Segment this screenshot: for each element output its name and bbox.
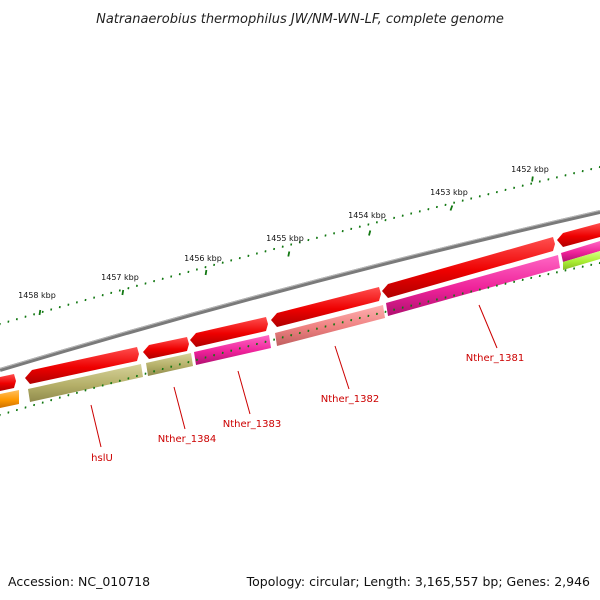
leader-line (173, 386, 186, 430)
gene-feature-magenta-edge[interactable] (561, 241, 600, 262)
accession-text: Accession: NC_010718 (8, 574, 150, 589)
gene-label-nther-1384[interactable]: Nther_1384 (158, 434, 216, 445)
scale-tick-label: 1452 kbp (511, 165, 549, 174)
gene-label-nther-1382[interactable]: Nther_1382 (321, 394, 379, 405)
gene-feature-orange[interactable] (0, 390, 19, 408)
gene-leader-lines (90, 304, 498, 448)
forward-cds-track (0, 223, 600, 391)
topology-text: Topology: circular; Length: 3,165,557 bp… (246, 574, 590, 589)
forward-cds[interactable] (143, 337, 189, 359)
gene-label-nther-1383[interactable]: Nther_1383 (223, 419, 281, 430)
scale-tick (38, 309, 42, 316)
outer-scale-ticks: 1452 kbp 1453 kbp 1454 kbp 1455 kbp 1456… (18, 165, 549, 316)
scale-tick-label: 1458 kbp (18, 291, 56, 300)
scale-tick (531, 176, 534, 182)
forward-cds[interactable] (0, 374, 16, 391)
leader-line (334, 345, 350, 390)
scale-tick (287, 251, 291, 257)
forward-cds[interactable] (557, 223, 600, 247)
gene-labels: Nther_1381 Nther_1382 Nther_1383 Nther_1… (91, 353, 524, 464)
scale-tick-label: 1457 kbp (101, 273, 139, 282)
leader-line (478, 304, 498, 349)
gene-label-hslU[interactable]: hslU (91, 453, 113, 464)
scale-tick (121, 289, 125, 296)
gene-feature-nther-1383[interactable] (194, 335, 271, 365)
gene-feature-nther-1381[interactable] (386, 255, 560, 316)
forward-cds[interactable] (271, 287, 381, 327)
gene-feature-lime[interactable] (563, 251, 600, 270)
gene-label-nther-1381[interactable]: Nther_1381 (466, 353, 524, 364)
inner-scale-dots (0, 261, 600, 417)
genome-backbone (0, 210, 600, 372)
forward-cds[interactable] (382, 237, 555, 298)
outer-scale-dots (0, 165, 600, 326)
forward-cds[interactable] (190, 317, 268, 347)
gene-feature-nther-1382[interactable] (275, 305, 385, 346)
leader-line (90, 404, 102, 448)
map-title: Natranaerobius thermophilus JW/NM-WN-LF,… (96, 12, 504, 27)
gene-feature-hslU[interactable] (28, 364, 143, 402)
scale-tick (368, 230, 372, 236)
forward-cds[interactable] (25, 347, 139, 384)
scale-tick (204, 269, 208, 276)
gene-feature-nther-1384[interactable] (146, 353, 193, 376)
scale-tick (449, 205, 454, 211)
scale-tick-label: 1456 kbp (184, 254, 222, 263)
gene-feature-track (0, 241, 600, 408)
scale-tick-label: 1453 kbp (430, 188, 468, 197)
scale-tick-label: 1454 kbp (348, 211, 386, 220)
leader-line (237, 370, 251, 415)
scale-tick-label: 1455 kbp (266, 234, 304, 243)
